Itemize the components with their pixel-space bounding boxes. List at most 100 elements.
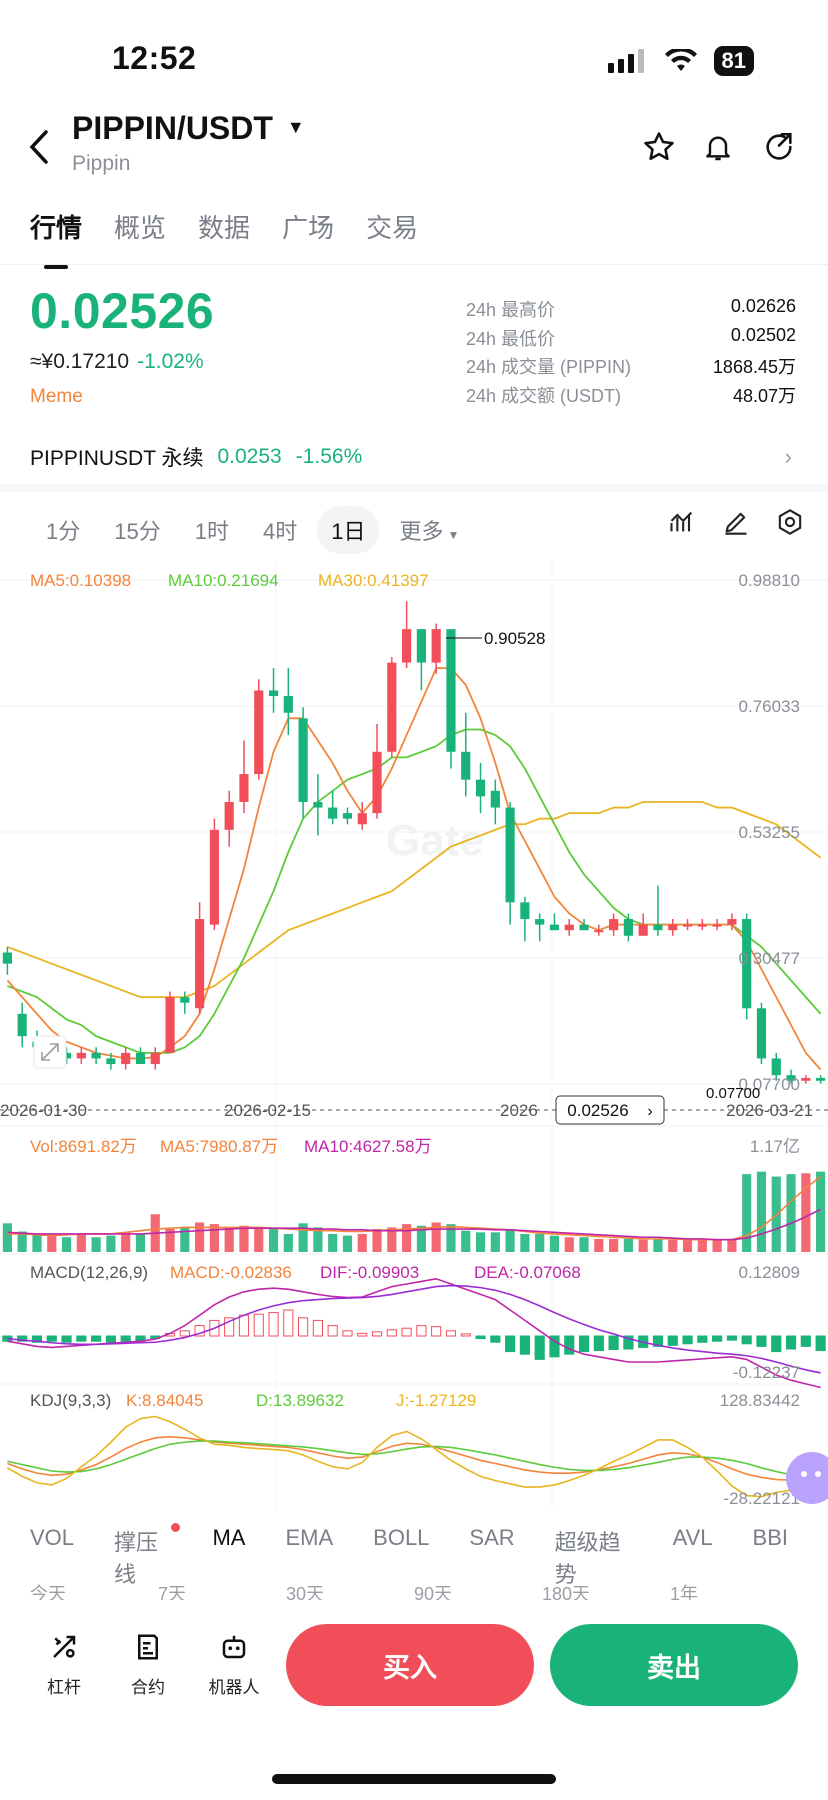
candles	[2, 601, 826, 1084]
candle-body	[535, 919, 545, 925]
range-180d[interactable]: 180天	[542, 1584, 591, 1604]
volume-bar	[135, 1233, 146, 1252]
high-marker: 0.90528	[484, 629, 545, 648]
perpetual-row[interactable]: PIPPINUSDT 永续 0.0253 -1.56%	[30, 442, 362, 472]
range-90d[interactable]: 90天	[414, 1584, 453, 1604]
kdj-axis-max: 128.83442	[720, 1391, 800, 1410]
stat-label: 24h 成交额 (USDT)	[466, 385, 622, 406]
macd-bar	[312, 1319, 323, 1337]
bell-icon[interactable]	[702, 130, 734, 164]
robot-button[interactable]: 机器人	[204, 1632, 264, 1698]
buy-button[interactable]: 买入	[286, 1624, 534, 1706]
assistant-bubble-icon	[786, 1452, 828, 1504]
price-axis-label: 0.76033	[739, 697, 800, 716]
price-change: -1.02%	[137, 350, 204, 373]
range-today[interactable]: 今天	[30, 1584, 66, 1604]
perpetual-price: 0.0253	[217, 445, 282, 468]
sell-button[interactable]: 卖出	[550, 1624, 798, 1706]
volume-bar	[268, 1229, 279, 1252]
draw-pencil-icon[interactable]	[722, 508, 750, 536]
tab-overview[interactable]: 概览	[114, 213, 167, 243]
macd-bar	[682, 1335, 693, 1345]
volume-bar	[431, 1222, 441, 1252]
tab-trade[interactable]: 交易	[366, 213, 419, 243]
contract-icon	[138, 1634, 158, 1660]
macd-bar	[623, 1335, 634, 1350]
indicator-sar[interactable]: SAR	[469, 1525, 515, 1550]
macd-bar	[105, 1335, 116, 1343]
range-1y[interactable]: 1年	[670, 1584, 699, 1604]
macd-bar	[17, 1335, 28, 1342]
volume-bar	[786, 1174, 796, 1252]
tab-data[interactable]: 数据	[198, 213, 251, 243]
pair-title[interactable]: PIPPIN/USDT ▼	[72, 110, 305, 147]
tab-square[interactable]: 广场	[282, 213, 335, 243]
macd-bar	[505, 1335, 516, 1353]
macd-bar	[31, 1335, 43, 1343]
timeframe-15m[interactable]: 15分	[114, 519, 161, 544]
legend-ma30: MA30:0.41397	[318, 571, 429, 590]
back-arrow-icon[interactable]	[28, 130, 50, 164]
indicator-ema[interactable]: EMA	[285, 1525, 334, 1550]
indicator-boll[interactable]: BOLL	[373, 1525, 430, 1550]
timeframe-4h[interactable]: 4时	[262, 519, 298, 544]
timeframe-1m[interactable]: 1分	[46, 519, 81, 544]
legend-macd-title: MACD(12,26,9)	[30, 1263, 148, 1282]
volume-bar	[387, 1227, 397, 1252]
indicator-ma[interactable]: MA	[212, 1525, 246, 1550]
volume-bar	[239, 1225, 249, 1252]
volume-bar	[121, 1232, 131, 1252]
timeframe-1h[interactable]: 1时	[194, 519, 229, 544]
fullscreen-icon	[33, 1035, 67, 1069]
legend-vol-ma5: MA5:7980.87万	[160, 1137, 278, 1156]
candle-body	[357, 813, 367, 825]
settings-icon[interactable]	[776, 508, 804, 536]
ma30-line	[7, 801, 822, 999]
stat-value: 48.07万	[732, 385, 796, 406]
date-label: 2026-01-30	[0, 1101, 87, 1120]
indicator-vol[interactable]: VOL	[30, 1525, 75, 1550]
macd-bar	[800, 1335, 811, 1347]
macd-bar	[268, 1312, 279, 1337]
kdj-lines	[6, 1415, 821, 1498]
macd-bar	[652, 1335, 664, 1347]
range-30d[interactable]: 30天	[286, 1584, 325, 1604]
leverage-button[interactable]: 杠杆	[34, 1632, 94, 1698]
indicator-supertrend[interactable]: 超级趋势	[554, 1530, 621, 1587]
timeframe-more[interactable]: 更多 ▼	[385, 506, 473, 554]
candle-body	[106, 1058, 116, 1065]
indicator-support-resistance[interactable]: 撑压线	[114, 1523, 181, 1589]
candle-body	[727, 919, 737, 925]
robot-label: 机器人	[208, 1678, 260, 1697]
macd-bar	[534, 1335, 545, 1360]
volume-bar	[446, 1224, 456, 1252]
contract-button[interactable]: 合约	[118, 1632, 178, 1698]
candle-body	[446, 629, 456, 752]
candle-body	[328, 807, 338, 819]
volume-bar	[298, 1223, 308, 1252]
volume-bar	[682, 1239, 693, 1252]
range-7d[interactable]: 7天	[158, 1584, 187, 1604]
candle-body	[461, 751, 471, 780]
vol-ma10-path	[7, 1208, 821, 1241]
price-chart[interactable]: Gate MA5:0.10398 MA10:0.21694 MA30:0.413…	[0, 560, 828, 1510]
volume-bar	[402, 1224, 412, 1252]
star-icon[interactable]	[642, 130, 676, 164]
volume-bar	[712, 1239, 722, 1252]
robot-icon	[222, 1635, 246, 1659]
legend-vol-ma10: MA10:4627.58万	[304, 1137, 432, 1156]
tabs-divider	[0, 264, 828, 265]
tab-market[interactable]: 行情	[30, 208, 82, 269]
timeframe-1d[interactable]: 1日	[317, 506, 380, 554]
chart-grid	[0, 560, 828, 1510]
category-tag[interactable]: Meme	[30, 386, 83, 407]
indicator-icon[interactable]	[668, 508, 696, 536]
share-icon[interactable]	[762, 130, 796, 164]
chevron-right-icon[interactable]: ›	[784, 444, 792, 469]
indicator-bbi[interactable]: BBI	[752, 1525, 788, 1550]
stat-label: 24h 最低价	[466, 328, 556, 349]
indicator-avl[interactable]: AVL	[672, 1525, 713, 1550]
macd-bar	[490, 1335, 501, 1343]
candle-body	[224, 801, 234, 830]
dea-path	[7, 1284, 821, 1374]
